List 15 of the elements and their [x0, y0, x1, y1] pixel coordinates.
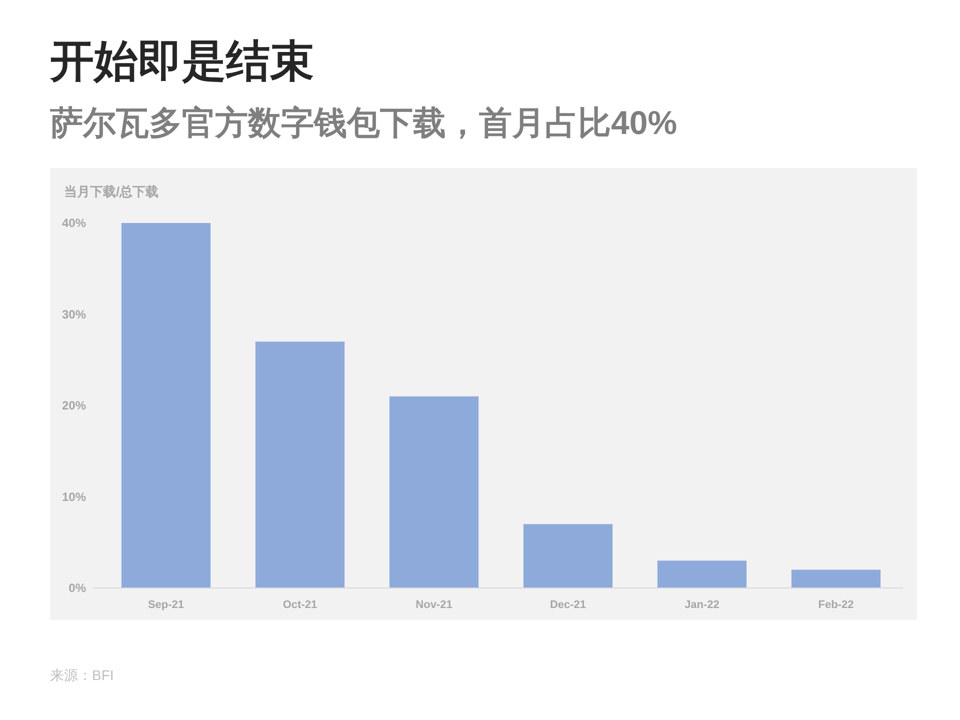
y-tick-label: 20% [62, 398, 86, 412]
y-tick-label: 30% [62, 307, 86, 322]
y-tick-label: 0% [68, 581, 86, 595]
ylabel: 当月下载/总下载 [64, 184, 159, 199]
subtitle: 萨尔瓦多官方数字钱包下载，首月占比40% [50, 104, 678, 141]
x-tick-label: Dec-21 [550, 599, 586, 611]
y-tick-label: 40% [62, 216, 86, 230]
x-tick-label: Jan-22 [684, 599, 720, 611]
annotation: 来源：BFI [50, 667, 114, 683]
x-tick-label: Nov-21 [416, 599, 452, 611]
title: 开始即是结束 [50, 37, 314, 86]
x-tick-label: Sep-21 [148, 599, 184, 611]
x-tick-label: Feb-22 [818, 599, 854, 611]
x-tick-label: Oct-21 [282, 599, 318, 611]
y-tick-label: 10% [62, 490, 86, 504]
